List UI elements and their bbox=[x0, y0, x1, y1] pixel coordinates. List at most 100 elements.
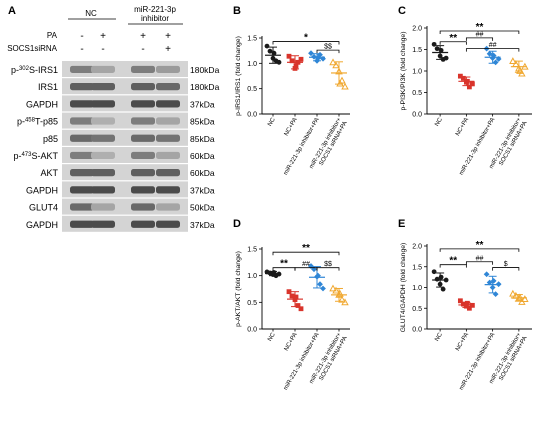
blot-band bbox=[91, 117, 115, 125]
data-point bbox=[320, 55, 326, 62]
significance-bracket bbox=[272, 251, 340, 256]
significance-bracket bbox=[439, 248, 520, 252]
y-tick-label: 1.0 bbox=[412, 69, 422, 76]
blot-band bbox=[70, 151, 94, 160]
data-point bbox=[329, 284, 337, 292]
blot-band bbox=[91, 186, 115, 194]
data-point bbox=[271, 50, 277, 56]
data-point bbox=[338, 76, 346, 84]
data-point bbox=[315, 272, 321, 279]
significance-bracket bbox=[439, 264, 467, 268]
data-point bbox=[516, 67, 524, 74]
y-tick-label: 0.0 bbox=[247, 327, 257, 334]
data-point bbox=[336, 289, 344, 297]
significance-bracket bbox=[465, 48, 520, 52]
band-kda: 180kDa bbox=[190, 65, 220, 75]
x-tick-label-line: NC+PA bbox=[455, 332, 470, 352]
band-label-sup: 458 bbox=[25, 118, 36, 124]
blot-band bbox=[156, 151, 180, 160]
band-label-pre: p- bbox=[13, 151, 21, 161]
y-tick-label: 1.0 bbox=[412, 285, 422, 292]
x-tick-label-line: NC bbox=[434, 116, 444, 127]
data-point bbox=[492, 291, 499, 298]
data-point bbox=[336, 79, 344, 87]
data-point bbox=[466, 84, 472, 90]
data-point bbox=[486, 50, 493, 57]
y-tick-label: 0.0 bbox=[412, 112, 422, 119]
y-tick-label: 1.0 bbox=[247, 273, 257, 280]
data-point bbox=[438, 47, 444, 53]
data-point bbox=[469, 81, 475, 87]
data-point bbox=[292, 297, 298, 303]
data-point bbox=[332, 286, 340, 294]
x-tick-label: NC bbox=[267, 331, 277, 342]
blot-band bbox=[156, 203, 180, 211]
chart-b: B 0.0 0.5 1.0 1.5 p-IRS1/IRS1 (fold change) NC… bbox=[233, 5, 350, 176]
blot-band bbox=[156, 169, 180, 177]
significance-bracket bbox=[439, 30, 520, 35]
band-label-post: S-AKT bbox=[31, 151, 58, 161]
data-point bbox=[332, 61, 340, 69]
x-tick-label: NC bbox=[434, 331, 444, 342]
data-point bbox=[509, 57, 517, 65]
x-tick-label: NC+PA bbox=[455, 117, 470, 137]
data-point bbox=[490, 277, 497, 284]
x-tick-label-line: NC+PA bbox=[455, 117, 470, 137]
blot-band bbox=[131, 117, 155, 125]
y-axis-label: GLUT4/GAPDH (fold change) bbox=[400, 243, 407, 333]
blot-band bbox=[70, 203, 94, 211]
data-point bbox=[293, 63, 299, 69]
band-kda: 37kDa bbox=[190, 99, 215, 109]
blot-band bbox=[131, 151, 155, 160]
blot-band bbox=[70, 100, 94, 108]
data-point bbox=[521, 295, 529, 303]
y-axis-label: p-AKT/AKT (fold change) bbox=[235, 251, 242, 327]
band-kda: 60kDa bbox=[190, 168, 215, 178]
data-point bbox=[338, 295, 346, 303]
band-kda: 85kDa bbox=[190, 117, 215, 127]
data-point bbox=[463, 303, 469, 309]
data-point bbox=[443, 55, 449, 61]
band-label-pre: p- bbox=[17, 117, 25, 127]
significance-label: $$ bbox=[324, 261, 332, 268]
data-point bbox=[317, 51, 323, 58]
pa-mark: + bbox=[100, 31, 106, 42]
data-point bbox=[483, 271, 490, 278]
band-label: GLUT4 bbox=[29, 203, 58, 213]
band-label: AKT bbox=[40, 168, 58, 178]
blot-band bbox=[91, 134, 115, 142]
band-label-post: T-p85 bbox=[35, 117, 58, 127]
x-tick-label-line: NC+PA bbox=[284, 332, 299, 352]
significance-label: ** bbox=[302, 243, 310, 254]
significance-label: ** bbox=[280, 259, 288, 270]
significance-label: $ bbox=[504, 261, 508, 268]
blot-band bbox=[70, 220, 94, 228]
group-nc-label: NC bbox=[85, 9, 97, 18]
chart-c: C 0.0 0.5 1.0 1.5 2.0 p-PI3K/PI3K (fold change… bbox=[398, 5, 532, 176]
pa-mark: + bbox=[165, 31, 171, 42]
data-point bbox=[466, 305, 472, 311]
data-point bbox=[489, 55, 496, 61]
significance-label: ** bbox=[476, 240, 484, 251]
band-label-sup: 302 bbox=[19, 66, 30, 72]
data-point bbox=[315, 55, 321, 62]
x-tick-label: NC bbox=[267, 116, 277, 127]
group-inhibitor-label: miR-221-3p bbox=[134, 5, 176, 14]
y-tick-label: 1.5 bbox=[247, 36, 257, 43]
blot-band bbox=[131, 134, 155, 142]
x-tick-label-line: NC+PA bbox=[284, 117, 299, 137]
sirna-mark: - bbox=[101, 44, 104, 55]
data-point bbox=[440, 286, 446, 292]
significance-label: ** bbox=[449, 33, 457, 44]
blot-band bbox=[70, 186, 94, 194]
data-point bbox=[276, 59, 282, 65]
panel-letter: E bbox=[398, 218, 405, 230]
data-point bbox=[298, 56, 304, 62]
blot-band bbox=[156, 100, 180, 108]
panel-letter: C bbox=[398, 5, 406, 17]
data-point bbox=[311, 53, 317, 60]
y-tick-label: 1.5 bbox=[412, 47, 422, 54]
band-kda: 37kDa bbox=[190, 220, 215, 230]
